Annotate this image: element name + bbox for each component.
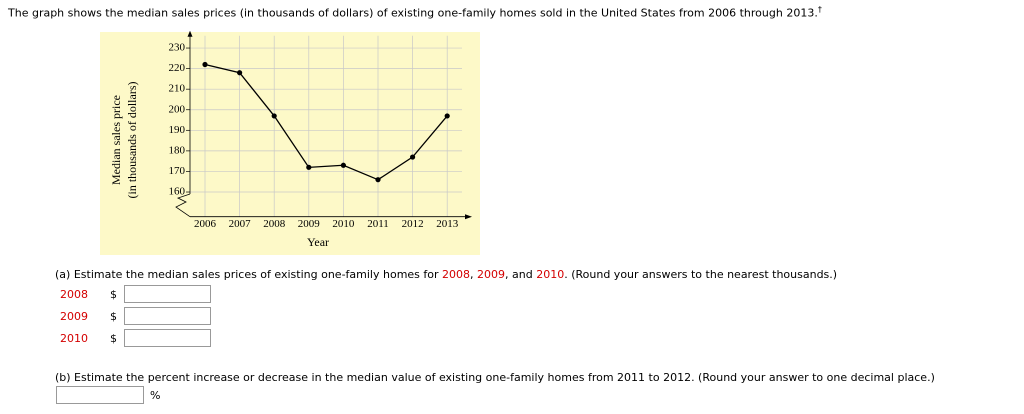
- question-text: The graph shows the median sales prices …: [8, 6, 818, 20]
- question: The graph shows the median sales prices …: [8, 5, 822, 20]
- part-a-text: (a) Estimate the median sales prices of …: [55, 268, 443, 281]
- y-tick-label: 170: [169, 165, 186, 177]
- data-point: [202, 61, 208, 68]
- x-tick-label: 2010: [332, 218, 355, 230]
- x-axis-label: Year: [307, 235, 329, 249]
- x-axis-arrow: [465, 214, 472, 220]
- row-label: 2009: [60, 310, 88, 323]
- x-tick-label: 2012: [402, 218, 424, 230]
- part-a-text: 2010: [536, 268, 565, 281]
- currency: $: [110, 310, 117, 323]
- row-label: 2010: [60, 332, 88, 345]
- x-tick-label: 2006: [194, 218, 217, 230]
- y-tick-label: 210: [169, 83, 186, 95]
- chart-background: [100, 32, 480, 255]
- x-tick-label: 2009: [298, 218, 321, 230]
- data-point: [444, 113, 450, 119]
- answer-input[interactable]: [124, 307, 211, 325]
- row-label: 2008: [60, 288, 88, 301]
- y-axis-arrow: [187, 30, 193, 37]
- part-a-text: 2008: [442, 268, 471, 281]
- x-tick-label: 2011: [367, 218, 389, 230]
- part-a-text: , and: [505, 268, 537, 281]
- currency: $: [110, 288, 117, 301]
- part-a: (a) Estimate the median sales prices of …: [55, 268, 837, 281]
- footnote-mark: †: [817, 5, 822, 14]
- y-axis-label: Median sales price: [109, 95, 123, 185]
- data-point: [237, 70, 243, 76]
- data-point: [306, 164, 312, 170]
- x-tick-label: 2013: [436, 218, 459, 230]
- data-point: [340, 162, 346, 168]
- percent-unit: %: [150, 389, 161, 402]
- series-line: [204, 63, 448, 181]
- percent-input[interactable]: [56, 386, 144, 404]
- x-tick-label: 2007: [229, 218, 252, 230]
- y-axis-label: (in thousands of dollars): [125, 82, 139, 199]
- part-a-text: ,: [470, 268, 478, 281]
- answer-input[interactable]: [124, 329, 211, 347]
- y-tick-label: 220: [169, 62, 186, 74]
- x-tick-label: 2008: [263, 218, 286, 230]
- axis-break: [175, 193, 191, 218]
- currency: $: [110, 332, 117, 345]
- part-a-text: . (Round your answers to the nearest tho…: [564, 268, 838, 281]
- part-b: (b) Estimate the percent increase or dec…: [55, 371, 935, 384]
- y-tick-label: 160: [169, 186, 186, 198]
- y-tick-label: 190: [169, 124, 186, 136]
- data-point: [375, 177, 381, 183]
- answer-input[interactable]: [124, 285, 211, 303]
- y-tick-label: 200: [169, 103, 186, 115]
- data-point: [271, 113, 277, 119]
- part-a-text: 2009: [477, 268, 506, 281]
- data-point: [410, 154, 416, 160]
- y-tick-label: 230: [169, 42, 186, 54]
- y-tick-label: 180: [169, 144, 186, 156]
